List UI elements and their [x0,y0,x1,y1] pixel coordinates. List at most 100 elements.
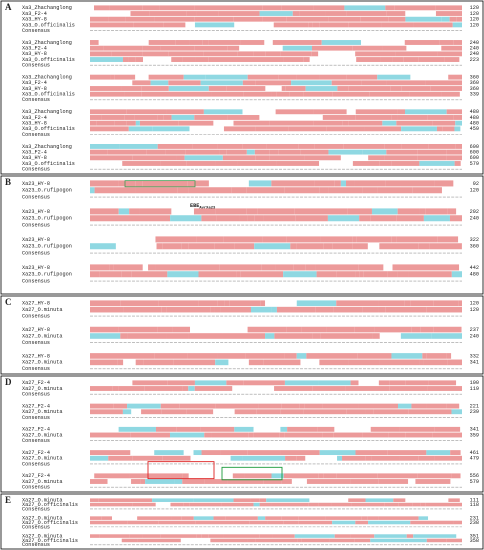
sequence-segment [361,80,387,86]
sequence-segment [423,359,430,366]
sequence-segment [94,187,136,194]
sequence-segment [418,455,435,461]
sequence-name: Xa3_F2-4 [22,80,47,86]
sequence-segment [257,208,295,215]
sequence-segment [446,155,462,161]
sequence-segment [281,479,292,484]
sequence-segment [202,40,209,45]
sequence-segment [428,516,461,520]
sequence-segment [291,479,307,484]
sequence-segment [313,5,345,11]
sequence-name: Xa27_O.minuta [22,386,62,392]
sequence-segment [260,300,266,307]
sequence-end: 120 [470,5,479,11]
sequence-segment [128,57,136,62]
sequence-segment [388,16,406,22]
sequence-segment [269,149,279,155]
sequence-name: Xa3_Zhachanglong [22,75,72,81]
sequence-segment [454,161,461,166]
panel-label: D [5,377,12,387]
sequence-segment [107,479,132,484]
sequence-segment [265,300,297,307]
sequence-segment [90,208,119,215]
sequence-segment [90,333,121,339]
sequence-segment [441,91,460,97]
sequence-segment [237,51,254,57]
sequence-name: Xa3_HY-8 [22,51,47,57]
sequence-segment [154,450,184,456]
sequence-segment [113,403,128,409]
sequence-end: 480 [470,109,479,115]
sequence-segment [354,326,375,333]
sequence-end: 360 [470,244,479,250]
sequence-segment [280,426,288,432]
sequence-segment [234,22,274,28]
sequence-segment [358,380,379,386]
sequence-end: 332 [470,353,479,359]
sequence-segment [372,333,380,339]
sequence-segment [365,455,372,461]
sequence-segment [425,208,448,215]
sequence-segment [311,45,353,51]
sequence-segment [263,479,282,484]
sequence-segment [359,215,371,222]
sequence-segment [334,534,351,538]
sequence-segment [180,538,211,543]
sequence-segment [182,473,189,479]
sequence-segment [389,380,406,386]
consensus-label: Consensus [22,506,50,512]
sequence-segment [348,359,380,366]
sequence-segment [334,180,341,187]
sequence-segment [90,11,131,16]
sequence-segment [284,380,319,386]
sequence-segment [398,403,412,409]
sequence-segment [228,359,249,366]
sequence-segment [436,126,443,132]
sequence-segment [281,86,286,91]
sequence-segment [133,22,164,28]
sequence-segment [454,126,461,132]
sequence-segment [262,5,282,11]
sequence-segment [222,155,256,161]
sequence-segment [135,359,144,366]
sequence-segment [413,22,453,28]
sequence-segment [141,91,184,97]
sequence-segment [283,57,304,62]
sequence-segment [109,264,114,271]
sequence-segment [178,120,214,126]
sequence-segment [428,143,456,149]
sequence-segment [340,180,347,187]
sequence-segment [359,271,364,278]
sequence-segment [410,300,434,307]
sequence-name: Xa3_HY-8 [22,155,47,161]
sequence-segment [405,498,449,502]
sequence-segment [126,120,136,126]
sequence-segment [130,11,150,16]
sequence-segment [299,11,326,16]
sequence-segment [132,80,151,86]
sequence-end: 359 [470,432,479,438]
sequence-segment [287,426,318,432]
sequence-segment [134,498,153,502]
sequence-end: 120 [470,22,479,28]
sequence-segment [303,91,333,97]
sequence-segment [108,455,133,461]
sequence-segment [122,409,132,415]
sequence-segment [350,534,375,538]
sequence-segment [352,243,368,250]
sequence-segment [150,80,169,86]
panel-label: C [5,297,12,307]
sequence-segment [380,57,393,62]
sequence-segment [426,450,451,456]
sequence-segment [114,120,127,126]
sequence-segment [160,403,180,409]
sequence-segment [217,143,243,149]
sequence-segment [223,126,256,132]
sequence-segment [288,126,327,132]
sequence-name: Xa3_Zhachanglong [22,40,72,46]
sequence-segment [132,155,177,161]
sequence-segment [367,243,380,250]
sequence-segment [203,51,238,57]
sequence-segment [397,109,406,115]
sequence-name: Xa3_O.officinalis [22,92,75,98]
